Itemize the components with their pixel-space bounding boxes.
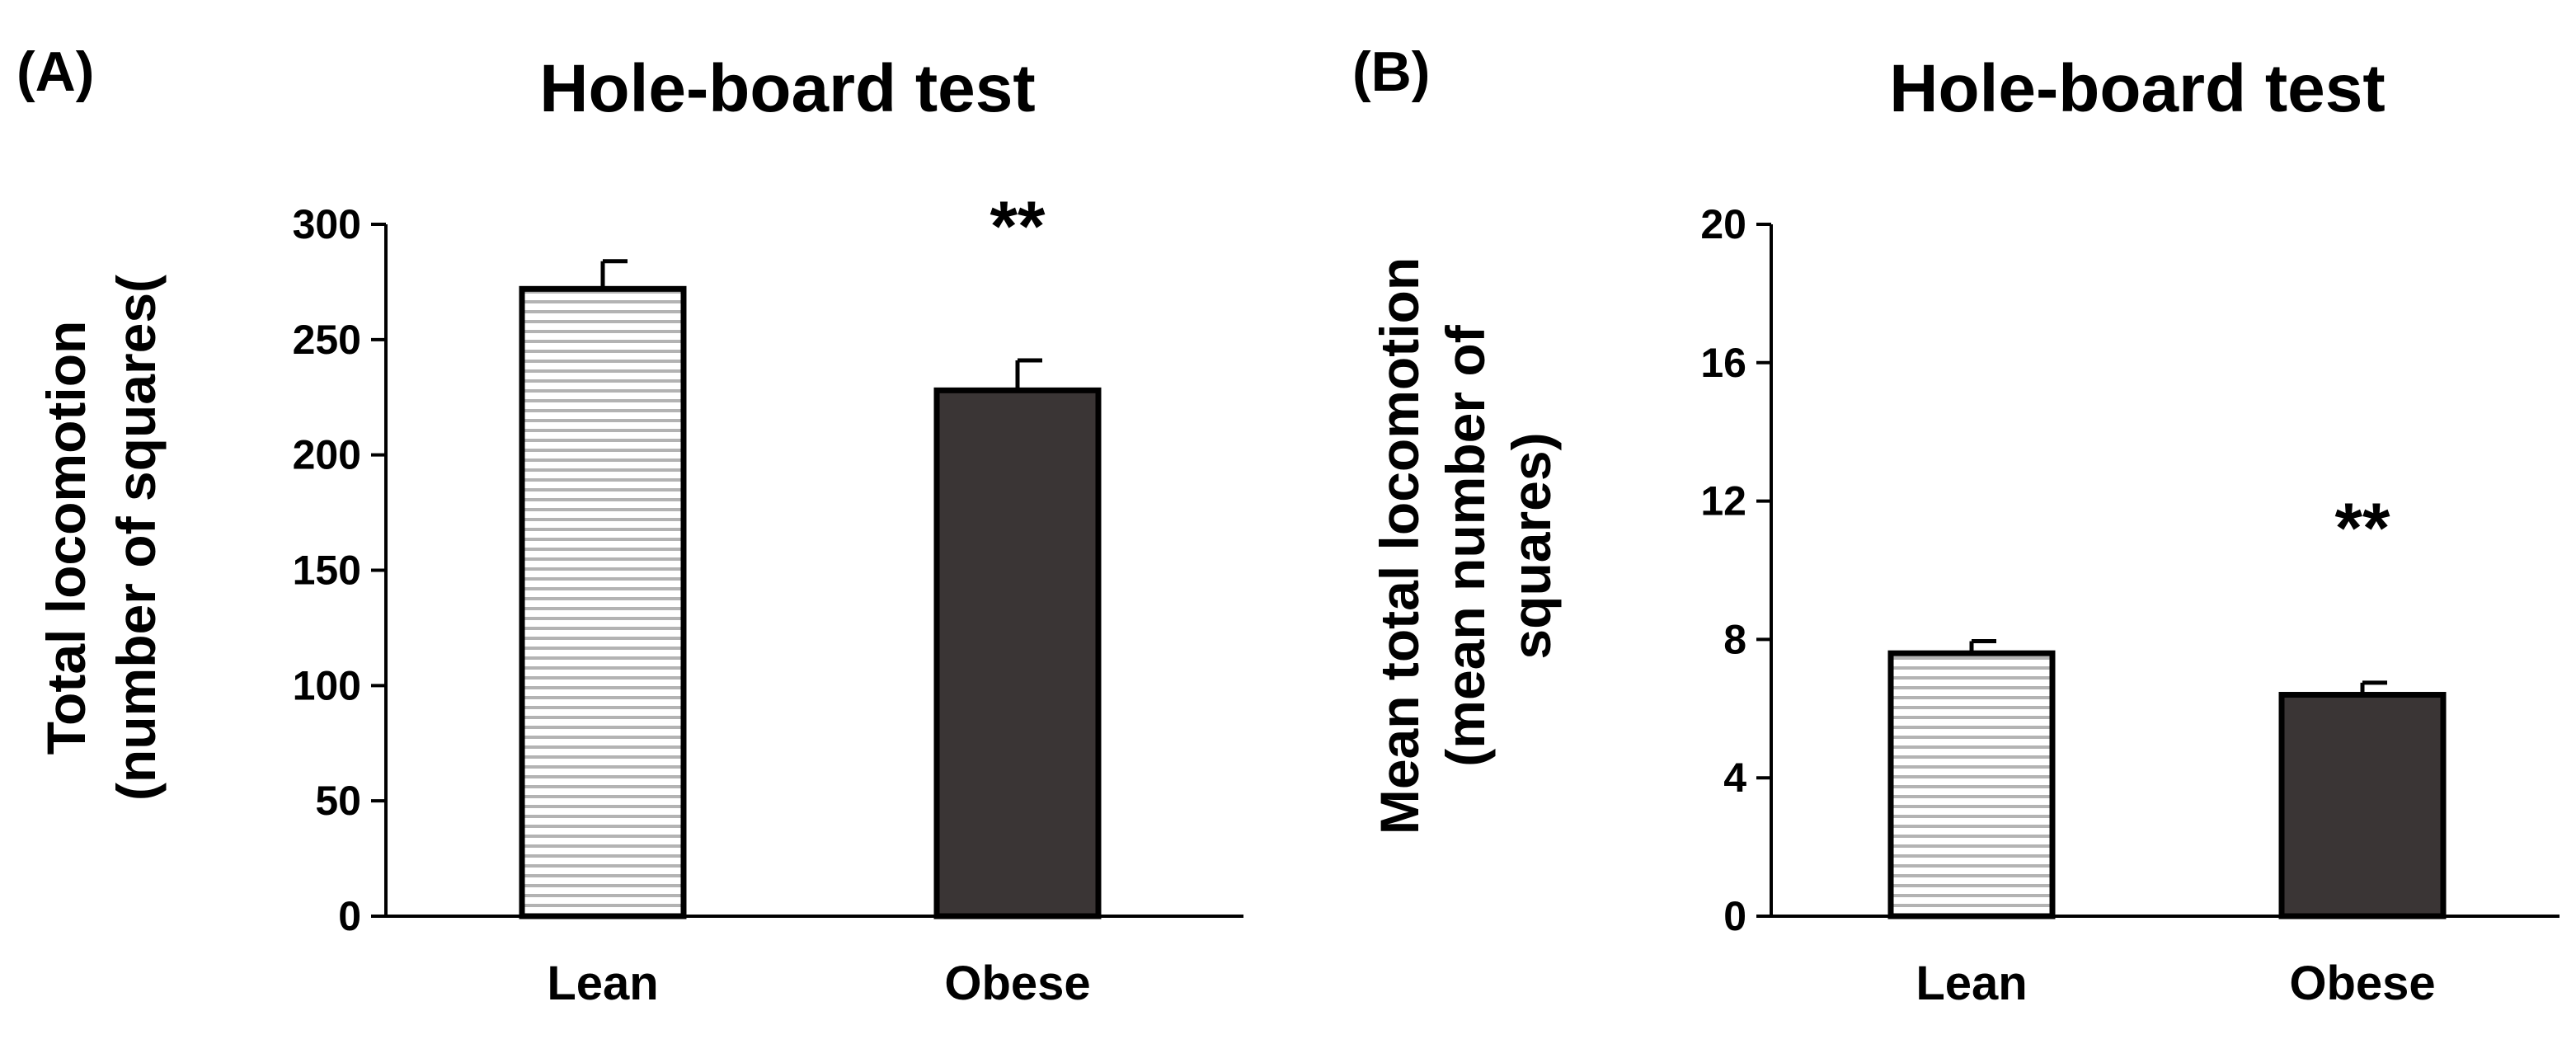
panel-a-plot-area: 0 50 100 150 200 250 300 Lean Obese ** bbox=[293, 187, 1243, 1010]
panel-a-ylabel-line-2: (number of squares( bbox=[106, 275, 167, 801]
panel-b-significance-mark: ** bbox=[2335, 489, 2390, 568]
panel-a-ytick-label: 250 bbox=[293, 317, 361, 363]
panel-a-ytick-label: 150 bbox=[293, 548, 361, 594]
panel-b-ytick-label: 20 bbox=[1700, 201, 1746, 247]
panel-b-bar-obese bbox=[2278, 692, 2447, 919]
panel-b-ylabel-line-1: Mean total locomotion bbox=[1369, 257, 1430, 835]
panel-b-bar-lean bbox=[1887, 650, 2056, 919]
panel-b-category-label: Obese bbox=[2289, 957, 2435, 1010]
panel-a-ytick-label: 100 bbox=[293, 662, 361, 708]
panel-a-significance-mark: ** bbox=[990, 187, 1046, 266]
panel-b-title: Hole-board test bbox=[1889, 51, 2385, 126]
panel-b-ytick-label: 4 bbox=[1723, 755, 1746, 801]
panel-a-ylabel-line-1: Total locomotion bbox=[35, 321, 96, 755]
panel-b-ylabel-line-2: (mean number of bbox=[1435, 324, 1496, 766]
panel-b-ylabel-line-3: squares) bbox=[1501, 432, 1562, 659]
panel-a-category-label: Lean bbox=[547, 957, 658, 1010]
panel-a-ytick-label: 300 bbox=[293, 201, 361, 247]
panel-a-ytick-label: 50 bbox=[315, 778, 361, 824]
panel-a: (A) Hole-board test Total locomotion (nu… bbox=[16, 40, 1243, 1010]
panel-b-ytick-label: 8 bbox=[1723, 616, 1746, 662]
panel-b-label: (B) bbox=[1352, 40, 1430, 103]
panel-a-bar-lean bbox=[519, 285, 687, 919]
panel-b-ytick-label: 0 bbox=[1723, 893, 1746, 939]
panel-b-ytick-label: 12 bbox=[1700, 478, 1746, 524]
panel-b-plot-area: 0 4 8 12 16 20 Lean Obese ** bbox=[1700, 201, 2560, 1010]
panel-a-title: Hole-board test bbox=[539, 51, 1035, 126]
panel-b: (B) Hole-board test Mean total locomotio… bbox=[1352, 40, 2560, 1010]
panel-a-ytick-label: 0 bbox=[338, 893, 361, 939]
panel-b-ytick-label: 16 bbox=[1700, 340, 1746, 386]
panel-a-ytick-label: 200 bbox=[293, 432, 361, 478]
panel-a-category-label: Obese bbox=[944, 957, 1090, 1010]
panel-a-bar-obese bbox=[933, 387, 1102, 919]
panel-a-label: (A) bbox=[16, 40, 94, 103]
panel-b-category-label: Lean bbox=[1916, 957, 2027, 1010]
